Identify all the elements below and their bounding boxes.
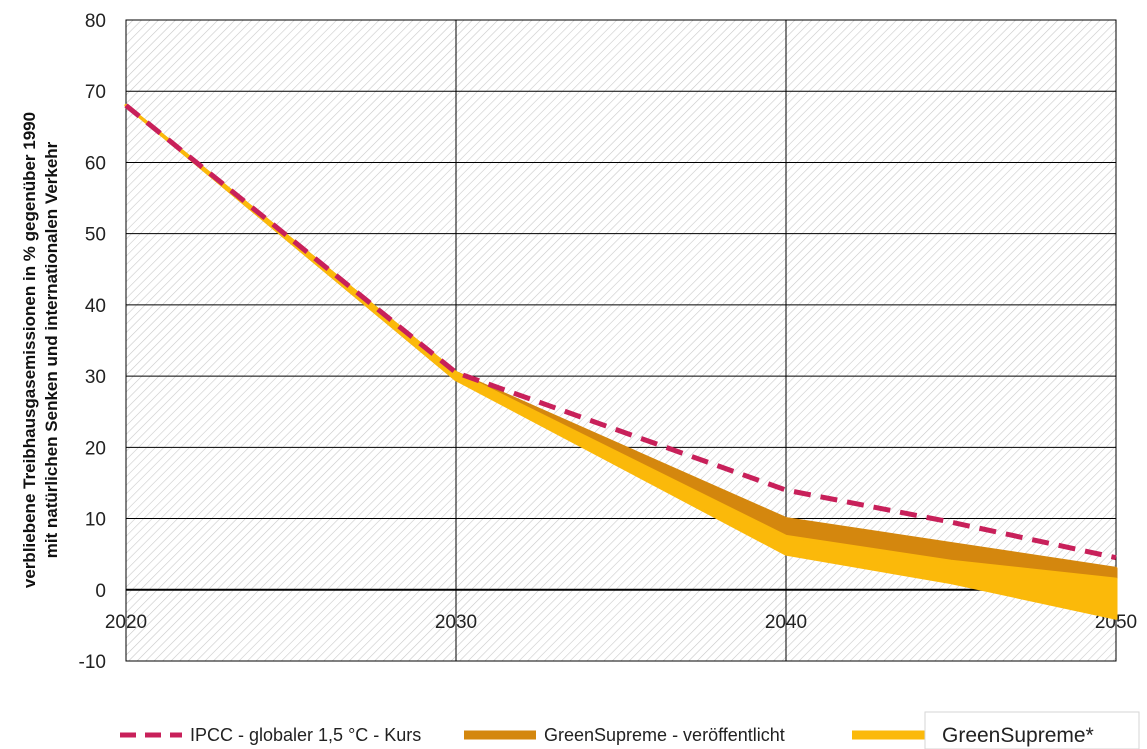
legend-label-box [924,711,1140,749]
y-tick-label: 80 [85,11,106,32]
y-axis-label-line1: verbliebene Treibhausgasemissionen in % … [20,112,39,588]
y-tick-label: 50 [85,225,106,246]
y-tick-label: 20 [85,438,106,459]
y-axis-label-line2: mit natürlichen Senken und international… [42,141,61,558]
y-tick-label: -10 [79,652,106,673]
legend: IPCC - globaler 1,5 °C - Kurs GreenSupre… [120,711,1140,749]
gridlines [125,19,1117,662]
y-axis-ticks: 80 70 60 50 40 30 20 10 0 -10 [79,11,106,673]
legend-label-ipcc: IPCC - globaler 1,5 °C - Kurs [190,725,421,745]
x-axis-ticks: 2020 2030 2040 2050 [105,612,1137,633]
line-ipcc [124,103,1117,561]
y-tick-label: 10 [85,510,106,531]
band-greensupreme-star [124,103,1118,620]
x-tick-label: 2020 [105,612,147,633]
y-tick-label: 0 [95,581,106,602]
legend-label-greensupreme-star: GreenSupreme* [942,724,1094,747]
y-tick-label: 40 [85,296,106,317]
legend-label-greensupreme-published: GreenSupreme - veröffentlicht [544,725,785,745]
x-tick-label: 2030 [435,612,477,633]
x-tick-label: 2040 [765,612,807,633]
series-layer [124,103,1118,620]
y-tick-label: 60 [85,153,106,174]
y-tick-label: 70 [85,82,106,103]
y-tick-label: 30 [85,367,106,388]
